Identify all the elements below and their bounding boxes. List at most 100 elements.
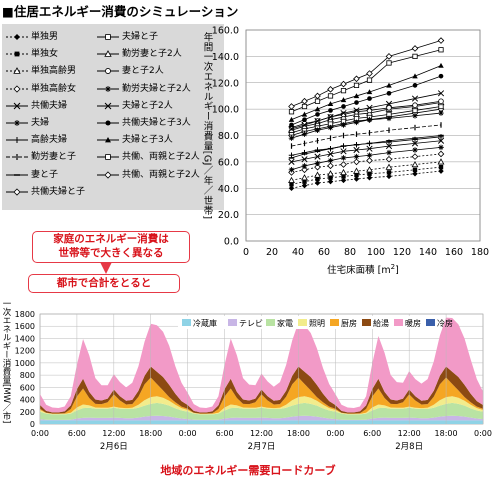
- legend-swatch: [182, 319, 191, 326]
- legend-swatch: [6, 188, 28, 196]
- data-point: [353, 153, 360, 160]
- legend-label: 夫婦: [31, 118, 50, 128]
- data-point: [412, 112, 418, 119]
- data-point: [327, 157, 334, 164]
- area-chart: 0 200 400 600 800 1000 1200 1400 1600 1800 0:00 6:0…: [1, 299, 492, 452]
- x-tick-label: 60: [318, 247, 330, 258]
- legend-label: 高齢夫婦: [31, 135, 68, 146]
- data-point: [411, 153, 419, 160]
- data-point: [327, 170, 334, 177]
- x-tick-label: 80: [344, 247, 356, 258]
- series: [288, 150, 445, 176]
- data-point: [411, 45, 419, 52]
- data-point: [314, 92, 321, 100]
- data-point: [412, 73, 418, 79]
- legend-label: 単独高齢女: [31, 83, 77, 94]
- legend-swatch: [426, 319, 435, 326]
- legend-label: 妻と子2人: [122, 66, 164, 77]
- data-point: [353, 158, 360, 166]
- data-point: [301, 111, 308, 117]
- data-point: [437, 37, 445, 44]
- legend-swatch: [6, 51, 28, 57]
- x-tick-label: 18:00: [435, 429, 458, 438]
- data-point: [354, 100, 359, 105]
- legend-label: 共働夫婦: [31, 100, 68, 111]
- legend-swatch: [97, 85, 119, 92]
- data-point: [386, 173, 392, 180]
- series: [288, 158, 445, 183]
- series-line: [291, 75, 442, 126]
- data-point: [353, 93, 360, 99]
- data-point: [366, 145, 373, 152]
- data-point: [314, 163, 321, 171]
- y-tick-label: 60.0: [218, 157, 239, 168]
- data-point: [327, 150, 334, 158]
- data-point: [340, 177, 347, 184]
- legend-swatch: [228, 319, 237, 326]
- y-tick-label: 20.0: [218, 210, 239, 221]
- y-tick-label: 0.0: [224, 237, 239, 248]
- y-tick-label: 120.0: [212, 78, 239, 89]
- data-point: [366, 174, 373, 181]
- series: [288, 144, 444, 173]
- legend-swatch: [298, 319, 307, 326]
- legend-label: 勤労妻と子2人: [122, 49, 182, 60]
- legend-label: 共働夫婦と子: [31, 186, 86, 197]
- x-tick-label: 18:00: [287, 429, 310, 438]
- data-point: [327, 113, 334, 121]
- series: [288, 47, 444, 115]
- legend-label: 夫婦と子: [122, 32, 159, 42]
- legend-label: 勤労妻と子: [31, 152, 77, 163]
- series-line: [291, 112, 442, 139]
- data-point: [288, 109, 295, 115]
- data-point: [386, 105, 392, 111]
- series-line: [291, 65, 442, 121]
- data-point: [314, 106, 321, 112]
- data-point: [315, 112, 320, 117]
- y-axis-label: 一次エネルギー消費量[MW／市]: [1, 299, 11, 423]
- legend-label: 夫婦と子2人: [122, 100, 173, 111]
- series-line: [291, 135, 442, 159]
- data-point: [437, 137, 445, 144]
- data-point: [385, 155, 393, 163]
- data-point: [366, 157, 373, 164]
- legend-label: 厨房: [341, 318, 357, 328]
- data-point: [386, 82, 392, 88]
- data-point: [340, 161, 347, 168]
- legend-label: 単独男: [31, 32, 59, 42]
- data-point: [289, 182, 294, 187]
- data-point: [288, 103, 295, 110]
- legend-swatch: [394, 319, 403, 326]
- callout-household: 家庭のエネルギー消費は 世帯等で大きく異なる: [32, 231, 190, 263]
- legend-label: 勤労夫婦と子2人: [122, 83, 191, 94]
- bottom-title: 地域のエネルギー需要ロードカーブ: [160, 464, 336, 477]
- data-point: [438, 164, 444, 170]
- data-point: [301, 121, 308, 129]
- data-point: [366, 70, 373, 77]
- data-point: [385, 163, 393, 170]
- data-point: [353, 146, 360, 154]
- x-tick-label: 6:00: [363, 429, 381, 438]
- legend-swatch: [6, 85, 28, 93]
- data-point: [314, 180, 321, 186]
- legend-swatch: [97, 50, 119, 57]
- data-point: [301, 103, 308, 110]
- callout-household-line1: 家庭のエネルギー消費は: [53, 233, 169, 245]
- y-tick-label: 1200: [15, 347, 35, 356]
- callout-household-line2: 世帯等で大きく異なる: [58, 247, 164, 259]
- series-line: [291, 40, 442, 107]
- data-point: [412, 102, 418, 108]
- data-point: [353, 75, 360, 83]
- y-tick-label: 1000: [15, 359, 35, 368]
- x-tick-label: 0:00: [31, 429, 49, 438]
- data-point: [301, 97, 308, 105]
- y-tick-label: 200: [20, 408, 35, 417]
- x-axis-label: 住宅床面積 [m2]: [327, 263, 399, 274]
- data-point: [366, 104, 373, 111]
- data-point: [412, 170, 418, 177]
- data-point: [366, 89, 373, 95]
- legend-label: 冷房: [437, 318, 453, 328]
- series-line: [291, 102, 442, 131]
- data-point: [438, 73, 444, 79]
- legend-label: 妻と子: [31, 169, 59, 180]
